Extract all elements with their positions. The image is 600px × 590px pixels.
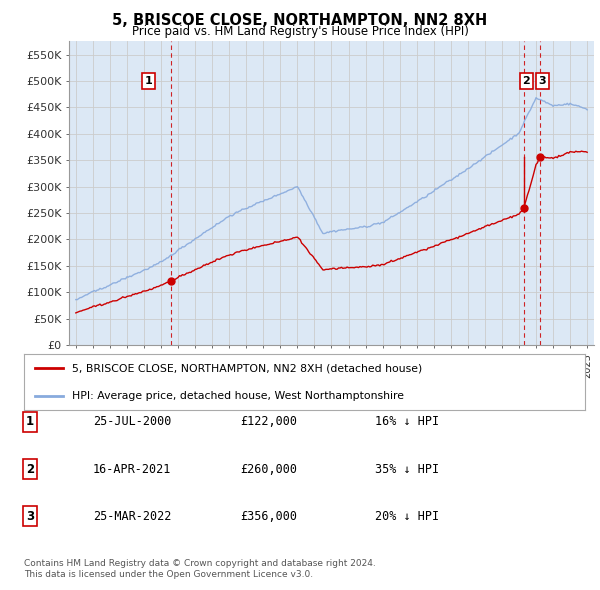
Text: 25-MAR-2022: 25-MAR-2022 xyxy=(93,510,172,523)
Text: £260,000: £260,000 xyxy=(240,463,297,476)
Text: £122,000: £122,000 xyxy=(240,415,297,428)
Text: 25-JUL-2000: 25-JUL-2000 xyxy=(93,415,172,428)
Text: 35% ↓ HPI: 35% ↓ HPI xyxy=(375,463,439,476)
Text: Contains HM Land Registry data © Crown copyright and database right 2024.: Contains HM Land Registry data © Crown c… xyxy=(24,559,376,568)
Text: HPI: Average price, detached house, West Northamptonshire: HPI: Average price, detached house, West… xyxy=(71,391,404,401)
Text: This data is licensed under the Open Government Licence v3.0.: This data is licensed under the Open Gov… xyxy=(24,571,313,579)
Text: 3: 3 xyxy=(26,510,34,523)
Text: 2: 2 xyxy=(26,463,34,476)
Text: £356,000: £356,000 xyxy=(240,510,297,523)
Text: Price paid vs. HM Land Registry's House Price Index (HPI): Price paid vs. HM Land Registry's House … xyxy=(131,25,469,38)
Text: 1: 1 xyxy=(26,415,34,428)
Text: 3: 3 xyxy=(539,76,547,86)
Text: 5, BRISCOE CLOSE, NORTHAMPTON, NN2 8XH (detached house): 5, BRISCOE CLOSE, NORTHAMPTON, NN2 8XH (… xyxy=(71,363,422,373)
Text: 16-APR-2021: 16-APR-2021 xyxy=(93,463,172,476)
Text: 16% ↓ HPI: 16% ↓ HPI xyxy=(375,415,439,428)
Text: 5, BRISCOE CLOSE, NORTHAMPTON, NN2 8XH: 5, BRISCOE CLOSE, NORTHAMPTON, NN2 8XH xyxy=(112,13,488,28)
Text: 1: 1 xyxy=(145,76,152,86)
Text: 2: 2 xyxy=(523,76,530,86)
Text: 20% ↓ HPI: 20% ↓ HPI xyxy=(375,510,439,523)
